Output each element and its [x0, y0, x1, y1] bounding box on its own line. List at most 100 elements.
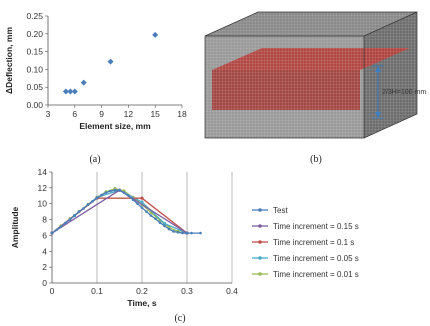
- dimension-label: 2/3H=100 mm: [382, 89, 426, 96]
- panel-c-data-marker: [86, 203, 90, 206]
- panel-c-gridlines: [96, 172, 233, 283]
- legend-label: Time increment = 0.1 s: [273, 238, 354, 247]
- panel-c-legend-item: Time increment = 0.05 s: [252, 254, 359, 263]
- panel-c-data-marker: [162, 221, 167, 226]
- panel-c-legend-item: Time increment = 0.15 s: [252, 222, 359, 231]
- panel-a-y-tick-label: 0.20: [26, 29, 43, 39]
- panel-a-data-point: [71, 88, 78, 95]
- panel-a-data-point: [152, 31, 159, 38]
- panel-c-data-marker: [73, 214, 76, 217]
- panel-c-series-line: [51, 189, 188, 234]
- panel-c-data-marker: [176, 230, 180, 234]
- panel-c-data-marker: [131, 198, 135, 202]
- legend-swatch-marker: [258, 240, 262, 244]
- mesh-box: [204, 11, 418, 139]
- panel-c-y-tick-label: 4: [42, 246, 47, 256]
- legend-swatch-marker: [258, 224, 262, 228]
- panel-c-data-marker: [100, 193, 103, 197]
- panel-a-data-point: [67, 88, 74, 95]
- panel-a-x-tick-label: 3: [46, 109, 51, 119]
- legend-swatch-marker: [258, 256, 262, 260]
- panel-c-data-marker: [136, 202, 139, 206]
- panel-b-caption: (b): [310, 154, 322, 165]
- panel-c-data-marker: [104, 191, 108, 194]
- panel-c-data-marker: [59, 225, 63, 229]
- panel-a-data-point: [80, 79, 87, 86]
- panel-c-data-marker: [122, 191, 126, 194]
- panel-c-data-marker: [95, 196, 99, 200]
- panel-a-data-point: [107, 58, 114, 65]
- panel-a-x-tick-label: 12: [124, 109, 134, 119]
- panel-c-legend-item: Time increment = 0.01 s: [252, 270, 359, 279]
- panel-c-series: [50, 187, 202, 235]
- panel-c-data-marker: [145, 210, 148, 213]
- panel-a-caption: (a): [89, 154, 100, 165]
- panel-c-legend: Test Time increment = 0.15 s Time incremen…: [252, 206, 359, 279]
- panel-a-data-point: [62, 88, 69, 95]
- panel-c-data-marker: [113, 188, 117, 192]
- panel-c-data-marker: [118, 188, 121, 192]
- panel-c-data-marker: [77, 210, 81, 213]
- panel-c-data-marker: [109, 189, 112, 193]
- panel-c-data-marker: [140, 196, 144, 200]
- panel-c-axes: [49, 171, 232, 284]
- panel-c-data-marker: [163, 224, 166, 228]
- panel-c-data-marker: [91, 200, 94, 203]
- panel-a-y-tick-label: 0.10: [26, 64, 43, 74]
- panel-c-x-tick-label: 0.2: [136, 286, 148, 296]
- legend-label: Test: [273, 206, 288, 215]
- panel-a-tick-labels: 3 6 9 12 15 18 0.00 0.05 0.10 0.15 0.20 0.25: [26, 11, 187, 119]
- panel-c-data-marker: [185, 231, 189, 235]
- panel-a-x-tick-label: 9: [99, 109, 104, 119]
- panel-c-data-marker: [50, 231, 54, 235]
- panel-a-x-tick-label: 6: [72, 109, 77, 119]
- panel-a-y-tick-label: 0.00: [26, 100, 43, 110]
- panel-c-data-marker: [181, 231, 184, 235]
- panel-c-y-tick-label: 6: [42, 230, 47, 240]
- panel-a-y-tick-label: 0.15: [26, 47, 43, 57]
- legend-label: Time increment = 0.05 s: [273, 254, 359, 263]
- panel-c-y-tick-label: 14: [38, 167, 48, 177]
- panel-c-data-marker: [68, 218, 72, 221]
- panel-c-y-axis-label: Amplitude: [10, 206, 20, 248]
- panel-a-x-tick-label: 15: [150, 109, 160, 119]
- panel-b-mesh-model: 2/3H=100 mm (b): [204, 11, 426, 165]
- dimension-arrow: [372, 65, 384, 119]
- panel-a-y-axis-label: ΔDeflection, mm: [4, 27, 14, 94]
- panel-c-data-marker: [140, 200, 144, 204]
- panel-c-line-chart: 0 0.1 0.2 0.3 0.4 0 2 4 6 8 10 12 14 Time, s Amplitu…: [10, 167, 359, 324]
- panel-a-x-axis-label: Element size, mm: [79, 121, 151, 131]
- panel-c-data-marker: [167, 227, 171, 231]
- panel-a-y-tick-label: 0.05: [26, 82, 43, 92]
- panel-c-x-tick-label: 0.3: [181, 286, 193, 296]
- panel-c-data-marker: [82, 207, 85, 210]
- legend-swatch-marker: [258, 272, 262, 276]
- panel-c-data-marker: [55, 228, 58, 232]
- panel-a-y-tick-label: 0.25: [26, 11, 43, 21]
- panel-a-data-points: [62, 31, 159, 95]
- panel-c-data-marker: [172, 230, 175, 233]
- panel-c-x-tick-label: 0.4: [226, 286, 238, 296]
- panel-c-data-marker: [158, 221, 162, 225]
- panel-c-series-line: [51, 188, 188, 234]
- panel-c-data-marker: [199, 231, 202, 235]
- panel-c-data-marker: [149, 214, 153, 217]
- panel-a-x-tick-label: 18: [177, 109, 187, 119]
- panel-c-caption: (c): [174, 313, 185, 324]
- panel-c-x-tick-label: 0: [50, 286, 55, 296]
- legend-swatch-marker: [258, 208, 262, 212]
- panel-c-series-line: [51, 189, 188, 234]
- legend-label: Time increment = 0.01 s: [273, 270, 359, 279]
- panel-c-data-marker: [154, 217, 157, 221]
- panel-c-y-tick-label: 10: [38, 199, 48, 209]
- panel-a-axes: [45, 15, 183, 108]
- panel-a-scatter-chart: 3 6 9 12 15 18 0.00 0.05 0.10 0.15 0.20 0.25 Elemen…: [4, 11, 187, 165]
- panel-c-data-marker: [64, 221, 67, 225]
- panel-c-y-tick-label: 12: [38, 183, 48, 193]
- panel-c-data-marker: [190, 231, 193, 235]
- panel-c-tick-labels: 0 0.1 0.2 0.3 0.4 0 2 4 6 8 10 12 14: [38, 167, 239, 296]
- panel-c-legend-item: Test: [252, 206, 288, 215]
- panel-c-legend-item: Time increment = 0.1 s: [252, 238, 354, 247]
- legend-label: Time increment = 0.15 s: [273, 222, 359, 231]
- panel-c-y-tick-label: 2: [42, 262, 47, 272]
